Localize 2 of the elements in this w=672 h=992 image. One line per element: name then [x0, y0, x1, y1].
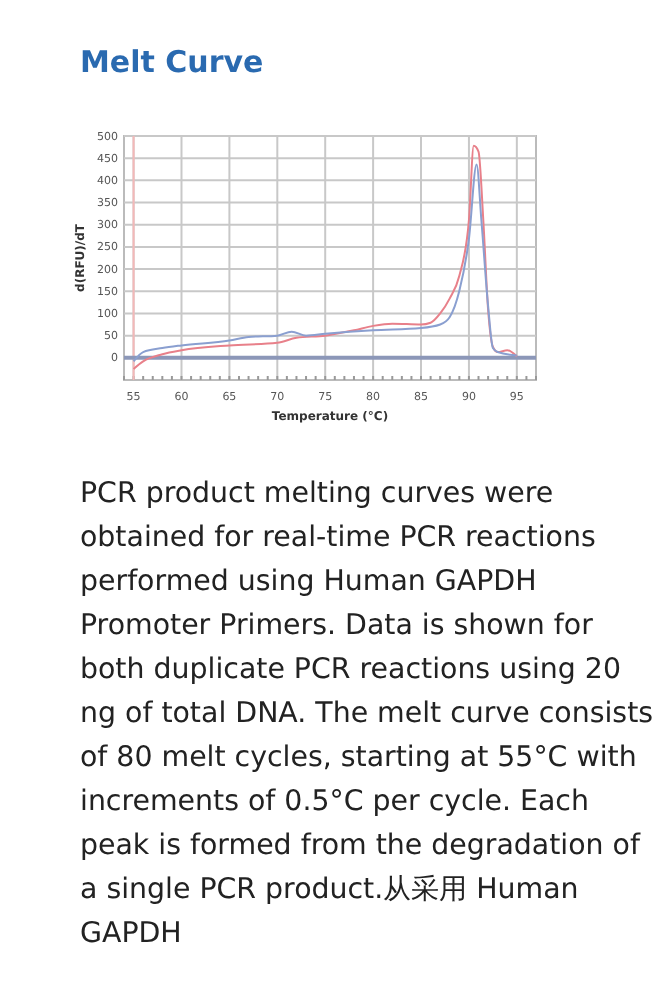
text: PCR product melting curves were obtained for real-time PCR reactions performed using Human GAPDH Promoter Primers. Data is shown for both duplicate PCR reactions using 20 ng of total DNA. The melt curve consists of 80 melt cycles, starting at 55°C with increments of 0.5°C per cycle. Each peak is formed from the degradation of a single PCR product.从采用 Human GAPDH	[80, 478, 654, 950]
chart-title: Melt Curve	[80, 44, 264, 80]
